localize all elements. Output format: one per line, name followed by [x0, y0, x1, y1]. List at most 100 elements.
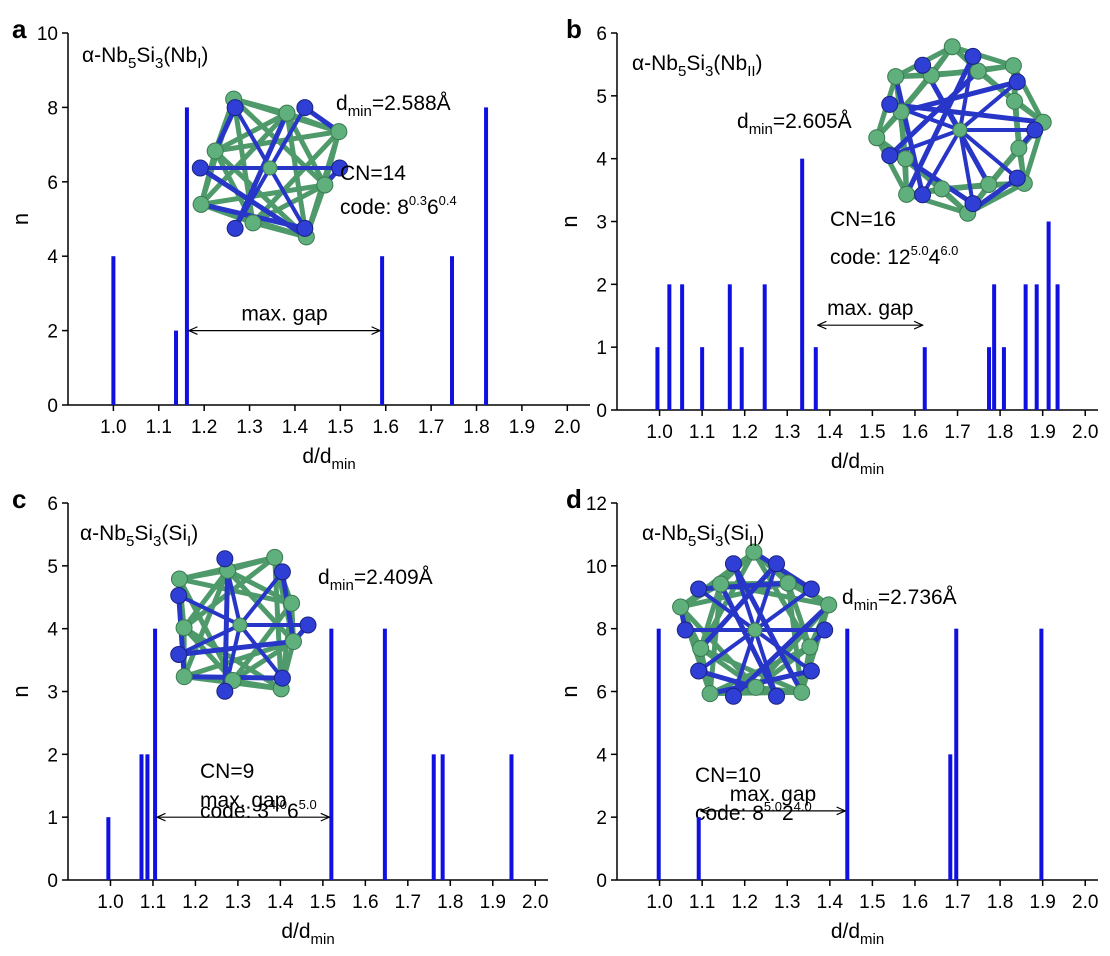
x-tick-label: 1.5 [859, 422, 885, 443]
bond [904, 55, 976, 196]
atom [868, 129, 886, 147]
structure-icon [868, 38, 1052, 222]
bond [697, 668, 757, 690]
dmin-annotation-part: d [336, 92, 348, 115]
chart-title-part: Si [686, 52, 705, 75]
x-tick-label: 1.0 [646, 892, 672, 913]
y-tick-label: 5 [596, 87, 607, 108]
atom [690, 580, 708, 598]
bar [329, 628, 334, 880]
bar [700, 347, 705, 410]
bond [182, 568, 230, 630]
bar [153, 628, 158, 880]
bond [958, 129, 975, 205]
dmin-annotation-part: min [330, 577, 354, 594]
atom [802, 662, 820, 680]
bar [922, 347, 927, 410]
chart-title-part: 5 [126, 533, 134, 550]
y-tick-label: 0 [596, 871, 607, 892]
x-tick-label: 1.4 [817, 892, 844, 913]
dmin-annotation-part: min [854, 597, 878, 614]
y-tick-label: 4 [47, 247, 58, 268]
atom [914, 56, 932, 74]
atom [296, 219, 314, 237]
chart-title-part: I [197, 55, 201, 72]
bond [268, 106, 307, 170]
x-tick-label: 1.7 [944, 892, 970, 913]
x-tick-label: 1.6 [902, 892, 928, 913]
y-tick-label: 6 [47, 494, 58, 515]
atom [278, 104, 296, 122]
y-tick-label: 0 [47, 396, 58, 417]
atom [216, 550, 234, 568]
bar [139, 754, 144, 880]
x-tick-label: 1.8 [437, 892, 463, 913]
x-tick-label: 1.9 [480, 892, 506, 913]
atom [273, 563, 291, 581]
bond [697, 587, 757, 632]
dmin-annotation-part: min [348, 103, 372, 120]
bar [655, 347, 660, 410]
atom [170, 586, 188, 604]
x-tick-label: 1.7 [944, 422, 970, 443]
bond [731, 629, 757, 697]
chart-title-part: 3 [155, 55, 163, 72]
chart-title-part: 5 [678, 63, 686, 80]
bond [697, 628, 757, 673]
x-tick-label: 2.0 [554, 417, 580, 438]
y-tick-label: 3 [47, 683, 58, 704]
dmin-annotation: dmin=2.736Å [842, 586, 957, 614]
y-tick-label: 4 [596, 745, 607, 766]
x-tick-label: 1.5 [859, 892, 885, 913]
bar [106, 817, 111, 880]
dmin-annotation-part: =2.605Å [773, 110, 852, 133]
atom [175, 668, 193, 686]
bond [718, 582, 779, 698]
x-tick-label: 1.4 [282, 417, 309, 438]
x-axis-label: d/dmin [831, 450, 884, 478]
atom [226, 99, 244, 117]
atom [914, 186, 932, 204]
atom [175, 619, 193, 637]
x-tick-label: 1.4 [817, 422, 844, 443]
bond [177, 623, 241, 657]
atom [969, 62, 987, 80]
y-tick-label: 2 [596, 808, 607, 829]
chart-title-part: 5 [688, 533, 696, 550]
bar [727, 284, 732, 410]
bond [958, 128, 1019, 180]
code-annotation: code: 80.360.4 [340, 193, 457, 219]
y-tick-label: 1 [47, 808, 58, 829]
x-tick-label: 1.6 [352, 892, 378, 913]
atom [933, 180, 951, 198]
atom [712, 575, 730, 593]
atom [802, 580, 820, 598]
code-annotation-part: code: [340, 196, 397, 219]
x-tick-label: 1.2 [731, 892, 757, 913]
atom [676, 621, 694, 639]
x-axis-label-part: d/d [281, 920, 310, 943]
atom [692, 640, 710, 658]
panel-label: d [566, 484, 582, 514]
x-tick-label: 1.3 [225, 892, 251, 913]
x-tick-label: 1.2 [191, 417, 217, 438]
x-tick-label: 1.1 [146, 417, 172, 438]
cn-annotation: CN=10 [695, 764, 761, 787]
y-axis-label: n [557, 215, 582, 227]
atom [898, 185, 916, 203]
code-annotation-part: 6 [427, 196, 439, 219]
bond [268, 166, 307, 230]
y-tick-label: 8 [47, 98, 58, 119]
dmin-annotation-part: =2.588Å [372, 92, 451, 115]
bar [948, 754, 953, 880]
atom [284, 633, 302, 651]
dmin-annotation-part: =2.409Å [354, 566, 433, 589]
atom [244, 214, 262, 232]
bond [900, 79, 1018, 115]
bond [231, 639, 295, 683]
y-tick-label: 1 [596, 338, 607, 359]
bond [198, 165, 308, 239]
bar [1034, 284, 1039, 410]
chart-title-part: α-Nb [632, 52, 678, 75]
y-tick-label: 6 [47, 173, 58, 194]
